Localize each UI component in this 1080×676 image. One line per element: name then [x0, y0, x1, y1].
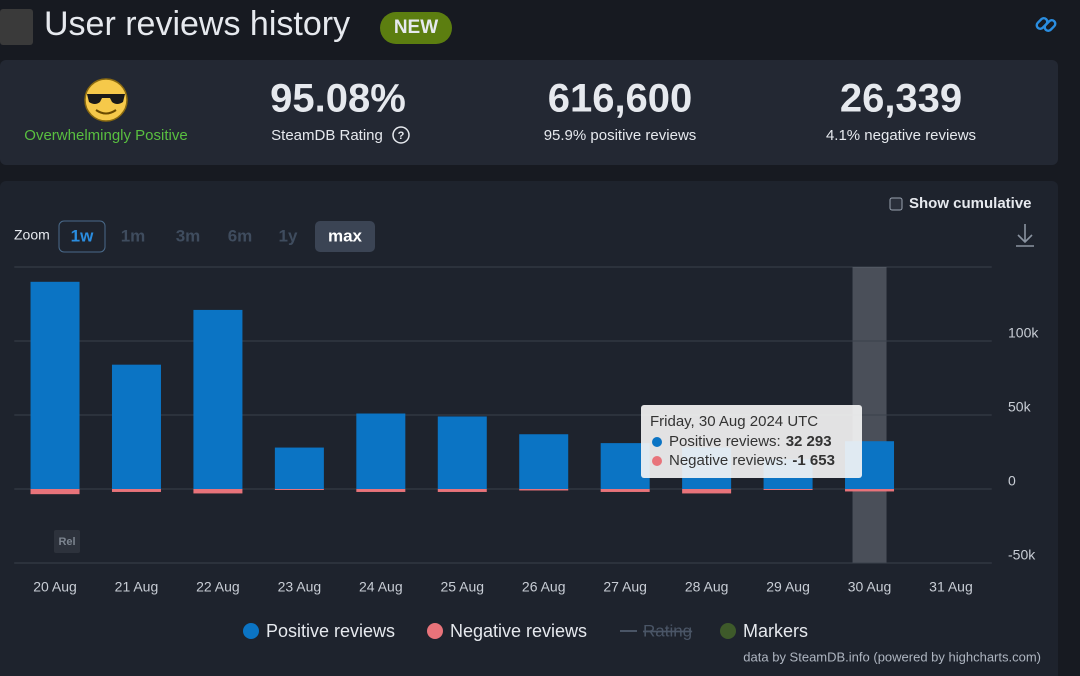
- stats-panel: [0, 60, 1058, 165]
- negative-label: 4.1% negative reviews: [826, 127, 976, 144]
- bar: [30, 489, 80, 495]
- zoom-option[interactable]: 3m: [176, 226, 201, 245]
- x-tick-label: 29 Aug: [766, 579, 810, 595]
- tooltip: [641, 405, 862, 478]
- chart-panel: [0, 181, 1058, 676]
- bar: [437, 489, 487, 492]
- legend-marker: [427, 623, 443, 639]
- x-tick-label: 23 Aug: [278, 579, 322, 595]
- new-badge: [380, 12, 452, 44]
- tooltip-value: 32 293: [786, 433, 832, 450]
- legend-label[interactable]: Markers: [743, 621, 808, 641]
- zoom-option[interactable]: 1m: [121, 226, 146, 245]
- bar: [600, 489, 650, 492]
- bar: [274, 447, 324, 489]
- x-tick-label: 24 Aug: [359, 579, 403, 595]
- x-tick-label: 26 Aug: [522, 579, 566, 595]
- zoom-option[interactable]: max: [328, 226, 363, 245]
- x-tick-label: 21 Aug: [115, 579, 159, 595]
- tooltip-marker: [652, 456, 662, 466]
- y-tick-label: -50k: [1008, 547, 1036, 563]
- rel-text: Rel: [58, 536, 75, 548]
- bar: [356, 413, 406, 489]
- link-icon[interactable]: [1035, 17, 1057, 32]
- zoom-label: Zoom: [14, 227, 50, 243]
- x-tick-label: 31 Aug: [929, 579, 973, 595]
- tooltip-line: Negative reviews: -1 653: [669, 452, 835, 469]
- bar: [274, 489, 324, 490]
- y-tick-label: 100k: [1008, 325, 1039, 341]
- bar: [356, 489, 406, 492]
- tooltip-title: Friday, 30 Aug 2024 UTC: [650, 413, 818, 430]
- tooltip-value: -1 653: [792, 452, 835, 469]
- help-icon[interactable]: [392, 126, 410, 144]
- credits: data by SteamDB.info (powered by highcha…: [743, 649, 1041, 664]
- rating-label: SteamDB Rating: [271, 127, 383, 144]
- legend-marker: [243, 623, 259, 639]
- tooltip-label: Negative reviews:: [669, 452, 787, 469]
- new-badge-text: NEW: [394, 17, 438, 38]
- x-tick-label: 27 Aug: [603, 579, 647, 595]
- y-tick-label: 0: [1008, 473, 1016, 489]
- download-icon[interactable]: [1016, 224, 1034, 247]
- tooltip-line: Positive reviews: 32 293: [669, 433, 832, 450]
- positive-label: 95.9% positive reviews: [544, 127, 697, 144]
- bar: [845, 489, 895, 492]
- game-icon: [0, 9, 33, 45]
- legend-label[interactable]: Positive reviews: [266, 621, 395, 641]
- bar: [193, 489, 243, 494]
- legend-label[interactable]: Negative reviews: [450, 621, 587, 641]
- bar: [111, 489, 161, 492]
- verdict: Overwhelmingly Positive: [24, 127, 187, 144]
- zoom-button[interactable]: [315, 221, 375, 252]
- emoji-icon: [84, 78, 128, 122]
- legend-label[interactable]: Rating: [643, 621, 692, 640]
- bar: [193, 309, 243, 489]
- tooltip-marker: [652, 437, 662, 447]
- rating-value: 95.08%: [270, 77, 406, 121]
- page-title: User reviews history: [44, 5, 350, 43]
- x-tick-label: 20 Aug: [33, 579, 77, 595]
- help-icon-text: ?: [398, 130, 405, 142]
- positive-count: 616,600: [548, 77, 693, 121]
- tooltip-label: Positive reviews:: [669, 433, 781, 450]
- bar: [30, 281, 80, 489]
- bar: [763, 489, 813, 490]
- cumulative-label[interactable]: Show cumulative: [909, 195, 1032, 212]
- x-tick-label: 30 Aug: [848, 579, 892, 595]
- bar: [682, 489, 732, 494]
- zoom-option[interactable]: 1y: [279, 226, 298, 245]
- zoom-option[interactable]: 1w: [71, 226, 94, 245]
- x-tick-label: 25 Aug: [440, 579, 484, 595]
- zoom-button[interactable]: [58, 220, 106, 253]
- cumulative-checkbox[interactable]: [889, 197, 903, 211]
- x-tick-label: 28 Aug: [685, 579, 729, 595]
- bar: [519, 434, 569, 489]
- negative-count: 26,339: [840, 77, 962, 121]
- rel-button[interactable]: [54, 530, 80, 553]
- bar: [519, 489, 569, 491]
- y-tick-label: 50k: [1008, 399, 1032, 415]
- x-tick-label: 22 Aug: [196, 579, 240, 595]
- legend-marker: [720, 623, 736, 639]
- zoom-option[interactable]: 6m: [228, 226, 253, 245]
- bar: [111, 364, 161, 489]
- bar: [437, 416, 487, 489]
